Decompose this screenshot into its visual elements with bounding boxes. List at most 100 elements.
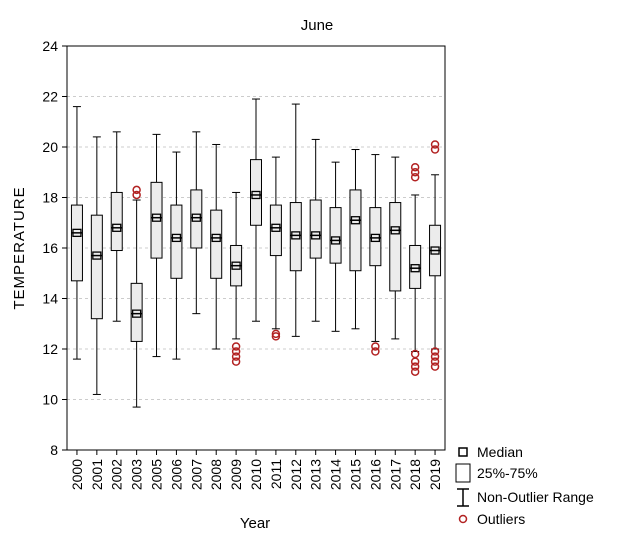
y-axis-label: TEMPERATURE — [11, 186, 28, 309]
y-tick-label: 18 — [42, 190, 58, 206]
outlier-point — [231, 342, 241, 351]
outlier-point — [231, 357, 241, 366]
boxes — [70, 98, 442, 408]
outlier-point — [430, 362, 440, 371]
box-2016 — [369, 154, 382, 356]
y-tick-label: 16 — [42, 240, 58, 256]
iqr-box — [389, 202, 402, 292]
box-2008 — [210, 143, 223, 350]
outlier-point — [430, 352, 440, 361]
x-tick-label: 2003 — [129, 459, 145, 490]
iqr-box — [289, 202, 302, 272]
box-2009 — [230, 191, 243, 366]
box-2014 — [329, 161, 342, 332]
legend-box-label: 25%-75% — [477, 465, 538, 481]
x-tick-label: 2015 — [347, 459, 363, 490]
box-2010 — [250, 98, 262, 322]
iqr-box — [250, 159, 262, 226]
iqr-box — [349, 189, 362, 272]
x-tick-label: 2013 — [308, 459, 324, 490]
iqr-box — [150, 181, 163, 259]
legend-box-swatch — [455, 463, 471, 483]
outlier-point — [231, 352, 241, 361]
box-2002 — [110, 131, 123, 322]
outlier-point — [271, 332, 281, 341]
x-tick-label: 2007 — [188, 459, 204, 490]
box-2005 — [150, 133, 163, 358]
x-tick-label: 2012 — [288, 459, 304, 490]
box-2001 — [90, 136, 103, 395]
iqr-box — [329, 207, 342, 264]
outlier-point — [410, 357, 420, 366]
legend-outlier-swatch — [458, 514, 468, 524]
outlier-point — [371, 347, 380, 356]
outlier-point — [430, 357, 440, 366]
x-tick-label: 2000 — [69, 459, 85, 490]
iqr-box — [130, 282, 143, 342]
x-tick-label: 2017 — [387, 459, 403, 490]
iqr-box — [309, 199, 322, 259]
outlier-point — [410, 162, 420, 172]
x-tick-label: 2019 — [427, 459, 443, 490]
box-2013 — [309, 138, 322, 322]
box-2019 — [429, 140, 442, 371]
y-tick-label: 24 — [42, 38, 58, 54]
iqr-box — [409, 244, 422, 289]
outlier-point — [371, 342, 380, 351]
box-2017 — [389, 156, 402, 340]
outlier-point — [430, 347, 440, 356]
y-tick-label: 8 — [50, 442, 58, 458]
box-2000 — [70, 106, 83, 360]
box-2018 — [409, 162, 422, 376]
x-tick-label: 2009 — [228, 459, 244, 490]
x-axis-label: Year — [240, 515, 270, 532]
iqr-box — [269, 204, 282, 257]
x-tick-label: 2011 — [268, 459, 284, 489]
outlier-point — [410, 173, 420, 182]
x-axis-ticks: 2000 2001 2002 2003 2005 2006 2007 2008 2009 2010… — [69, 450, 443, 490]
x-tick-label: 2008 — [208, 459, 224, 490]
box-2007 — [190, 131, 203, 315]
outlier-point — [271, 329, 281, 339]
box-2003 — [130, 185, 143, 408]
y-tick-label: 20 — [42, 139, 58, 155]
outlier-point — [430, 145, 440, 154]
legend-median-swatch — [458, 447, 468, 457]
iqr-box — [70, 204, 83, 282]
x-tick-label: 2005 — [149, 459, 165, 490]
iqr-box — [210, 209, 223, 279]
outlier-point — [430, 140, 440, 149]
x-tick-label: 2002 — [109, 459, 125, 490]
legend-outlier-label: Outliers — [477, 511, 525, 527]
box-2015 — [349, 149, 362, 330]
x-tick-label: 2014 — [328, 459, 344, 490]
x-tick-label: 2016 — [367, 459, 383, 490]
y-tick-label: 10 — [42, 392, 58, 408]
x-tick-label: 2018 — [407, 459, 423, 490]
outlier-point — [231, 347, 241, 356]
y-tick-label: 12 — [42, 341, 58, 357]
x-tick-label: 2001 — [89, 459, 105, 490]
x-tick-label: 2010 — [248, 459, 264, 490]
legend-whisker-swatch — [457, 488, 469, 507]
outlier-point — [132, 190, 141, 200]
box-2012 — [289, 103, 302, 337]
legend-whisker-label: Non-Outlier Range — [477, 489, 594, 505]
legend-median-label: Median — [477, 444, 523, 460]
outlier-point — [410, 168, 420, 177]
outlier-point — [410, 362, 420, 371]
iqr-box — [369, 207, 382, 267]
y-tick-label: 22 — [42, 89, 58, 105]
iqr-box — [190, 189, 203, 249]
chart-title: June — [301, 17, 334, 34]
x-tick-label: 2006 — [168, 459, 184, 490]
y-axis-ticks: 8 10 12 14 16 18 20 22 24 — [42, 38, 67, 458]
box-2006 — [170, 151, 183, 360]
outlier-point — [410, 367, 420, 376]
iqr-box — [90, 214, 103, 320]
y-tick-label: 14 — [42, 291, 58, 307]
box-2011 — [269, 156, 282, 341]
iqr-box — [110, 191, 123, 252]
grid-lines — [67, 96, 445, 400]
